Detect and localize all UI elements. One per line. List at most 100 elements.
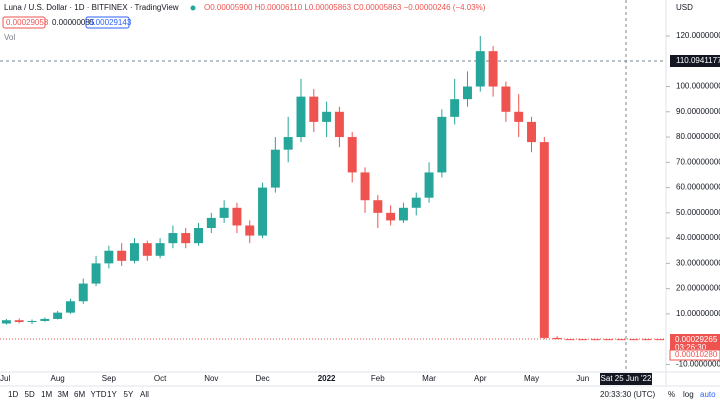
ask-box[interactable] xyxy=(85,16,130,29)
candle-body xyxy=(258,187,268,236)
x-tick-label: Mar xyxy=(422,374,436,383)
currency: USD xyxy=(676,3,693,12)
candle-body xyxy=(578,339,588,341)
status-dot xyxy=(190,5,196,11)
range-button[interactable]: 5Y xyxy=(124,390,134,399)
candle-body xyxy=(232,207,242,226)
candle-body xyxy=(591,339,601,341)
crosshair-date: Sat 25 Jun '22 xyxy=(601,374,652,383)
crosshair-price: 110.09411779 xyxy=(676,56,720,65)
last-price: 0.00029265 xyxy=(675,335,718,344)
candle-body xyxy=(309,96,319,122)
range-button[interactable]: 1D xyxy=(8,390,18,399)
clock: 20:33:30 (UTC) xyxy=(600,390,655,399)
candle-body xyxy=(450,99,460,117)
candle-body xyxy=(142,243,152,256)
range-button[interactable]: All xyxy=(140,390,149,399)
x-tick-label: Nov xyxy=(204,374,218,383)
candle-body xyxy=(104,250,114,264)
candle-body xyxy=(14,320,24,322)
candle-body xyxy=(616,339,626,341)
y-tick-label: 20.00000000 xyxy=(676,284,720,293)
spread: 0.00000085 xyxy=(52,18,95,27)
range-button[interactable]: 5D xyxy=(25,390,35,399)
x-tick-label: Feb xyxy=(371,374,385,383)
y-tick-label: 60.00000000 xyxy=(676,183,720,192)
candle-body xyxy=(424,172,434,198)
candle-body xyxy=(514,111,524,122)
candle-body xyxy=(655,339,665,341)
candle-body xyxy=(27,320,37,322)
x-tick-label: Dec xyxy=(255,374,269,383)
candle-body xyxy=(91,263,101,284)
candle-body xyxy=(334,111,344,138)
candle-body xyxy=(629,339,639,341)
low-price: 0.00010280 xyxy=(675,350,718,359)
bid-box[interactable] xyxy=(2,16,46,29)
bid: 0.00029058 xyxy=(6,18,49,27)
candle-body xyxy=(642,339,652,341)
range-button[interactable]: 1M xyxy=(41,390,52,399)
volume-label: Vol xyxy=(4,33,15,42)
auto-toggle[interactable]: auto xyxy=(700,390,716,399)
candle-body xyxy=(168,233,178,244)
candle-body xyxy=(296,96,306,138)
candle-body xyxy=(65,301,75,313)
range-button[interactable]: 3M xyxy=(58,390,69,399)
crosshair-price-box xyxy=(670,55,720,67)
candle-body xyxy=(398,207,408,221)
y-tick-label: 40.00000000 xyxy=(676,233,720,242)
range-button[interactable]: 1Y xyxy=(107,390,117,399)
y-tick-label: -10.00000000 xyxy=(676,360,720,369)
y-tick-label: 120.00000000 xyxy=(676,31,720,40)
candle-body xyxy=(117,250,127,261)
candle-body xyxy=(219,207,229,218)
candle-body xyxy=(155,243,165,256)
crosshair-date-box xyxy=(600,373,652,385)
range-button[interactable]: YTD xyxy=(91,390,107,399)
candle-body xyxy=(603,339,613,341)
candle-body xyxy=(1,320,11,324)
candle-body xyxy=(488,51,498,87)
candle-body xyxy=(347,137,357,173)
symbol: Luna / U.S. Dollar · 1D · BITFINEX · Tra… xyxy=(4,3,179,12)
candle-body xyxy=(245,225,255,236)
candle-body xyxy=(270,149,280,188)
candle-body xyxy=(194,228,204,244)
y-tick-label: 50.00000000 xyxy=(676,208,720,217)
percent-toggle[interactable]: % xyxy=(668,390,675,399)
candle-body xyxy=(539,142,549,338)
countdown: 03:26:30 xyxy=(675,343,707,352)
candle-body xyxy=(283,137,293,150)
y-tick-label: 80.00000000 xyxy=(676,132,720,141)
candle-body xyxy=(78,283,88,302)
x-tick-label: Sep xyxy=(102,374,117,383)
candle-body xyxy=(129,243,139,261)
candle-body xyxy=(40,318,50,321)
candle-body xyxy=(322,111,332,122)
x-tick-label: Jul xyxy=(0,374,10,383)
candle-body xyxy=(527,121,537,143)
ohlc: O0.00005900 H0.00006110 L0.00005863 C0.0… xyxy=(204,3,486,12)
candle-body xyxy=(360,172,370,201)
candle-body xyxy=(501,86,511,112)
candle-body xyxy=(475,51,485,87)
x-tick-label: Oct xyxy=(154,374,167,383)
candle-body xyxy=(411,197,421,208)
y-tick-label: 30.00000000 xyxy=(676,258,720,267)
range-button[interactable]: 6M xyxy=(74,390,85,399)
log-toggle[interactable]: log xyxy=(683,390,694,399)
y-tick-label: 100.00000000 xyxy=(676,82,720,91)
candle-body xyxy=(181,233,191,244)
y-tick-label: 10.00000000 xyxy=(676,309,720,318)
x-tick-label: 2022 xyxy=(318,374,336,383)
ask: 0.00029143 xyxy=(89,18,132,27)
candle-body xyxy=(437,116,447,173)
y-tick-label: 70.00000000 xyxy=(676,157,720,166)
x-tick-label: Aug xyxy=(51,374,65,383)
y-tick-label: 90.00000000 xyxy=(676,107,720,116)
candle-body xyxy=(552,337,562,340)
x-tick-label: May xyxy=(524,374,539,383)
candle-body xyxy=(373,200,383,213)
